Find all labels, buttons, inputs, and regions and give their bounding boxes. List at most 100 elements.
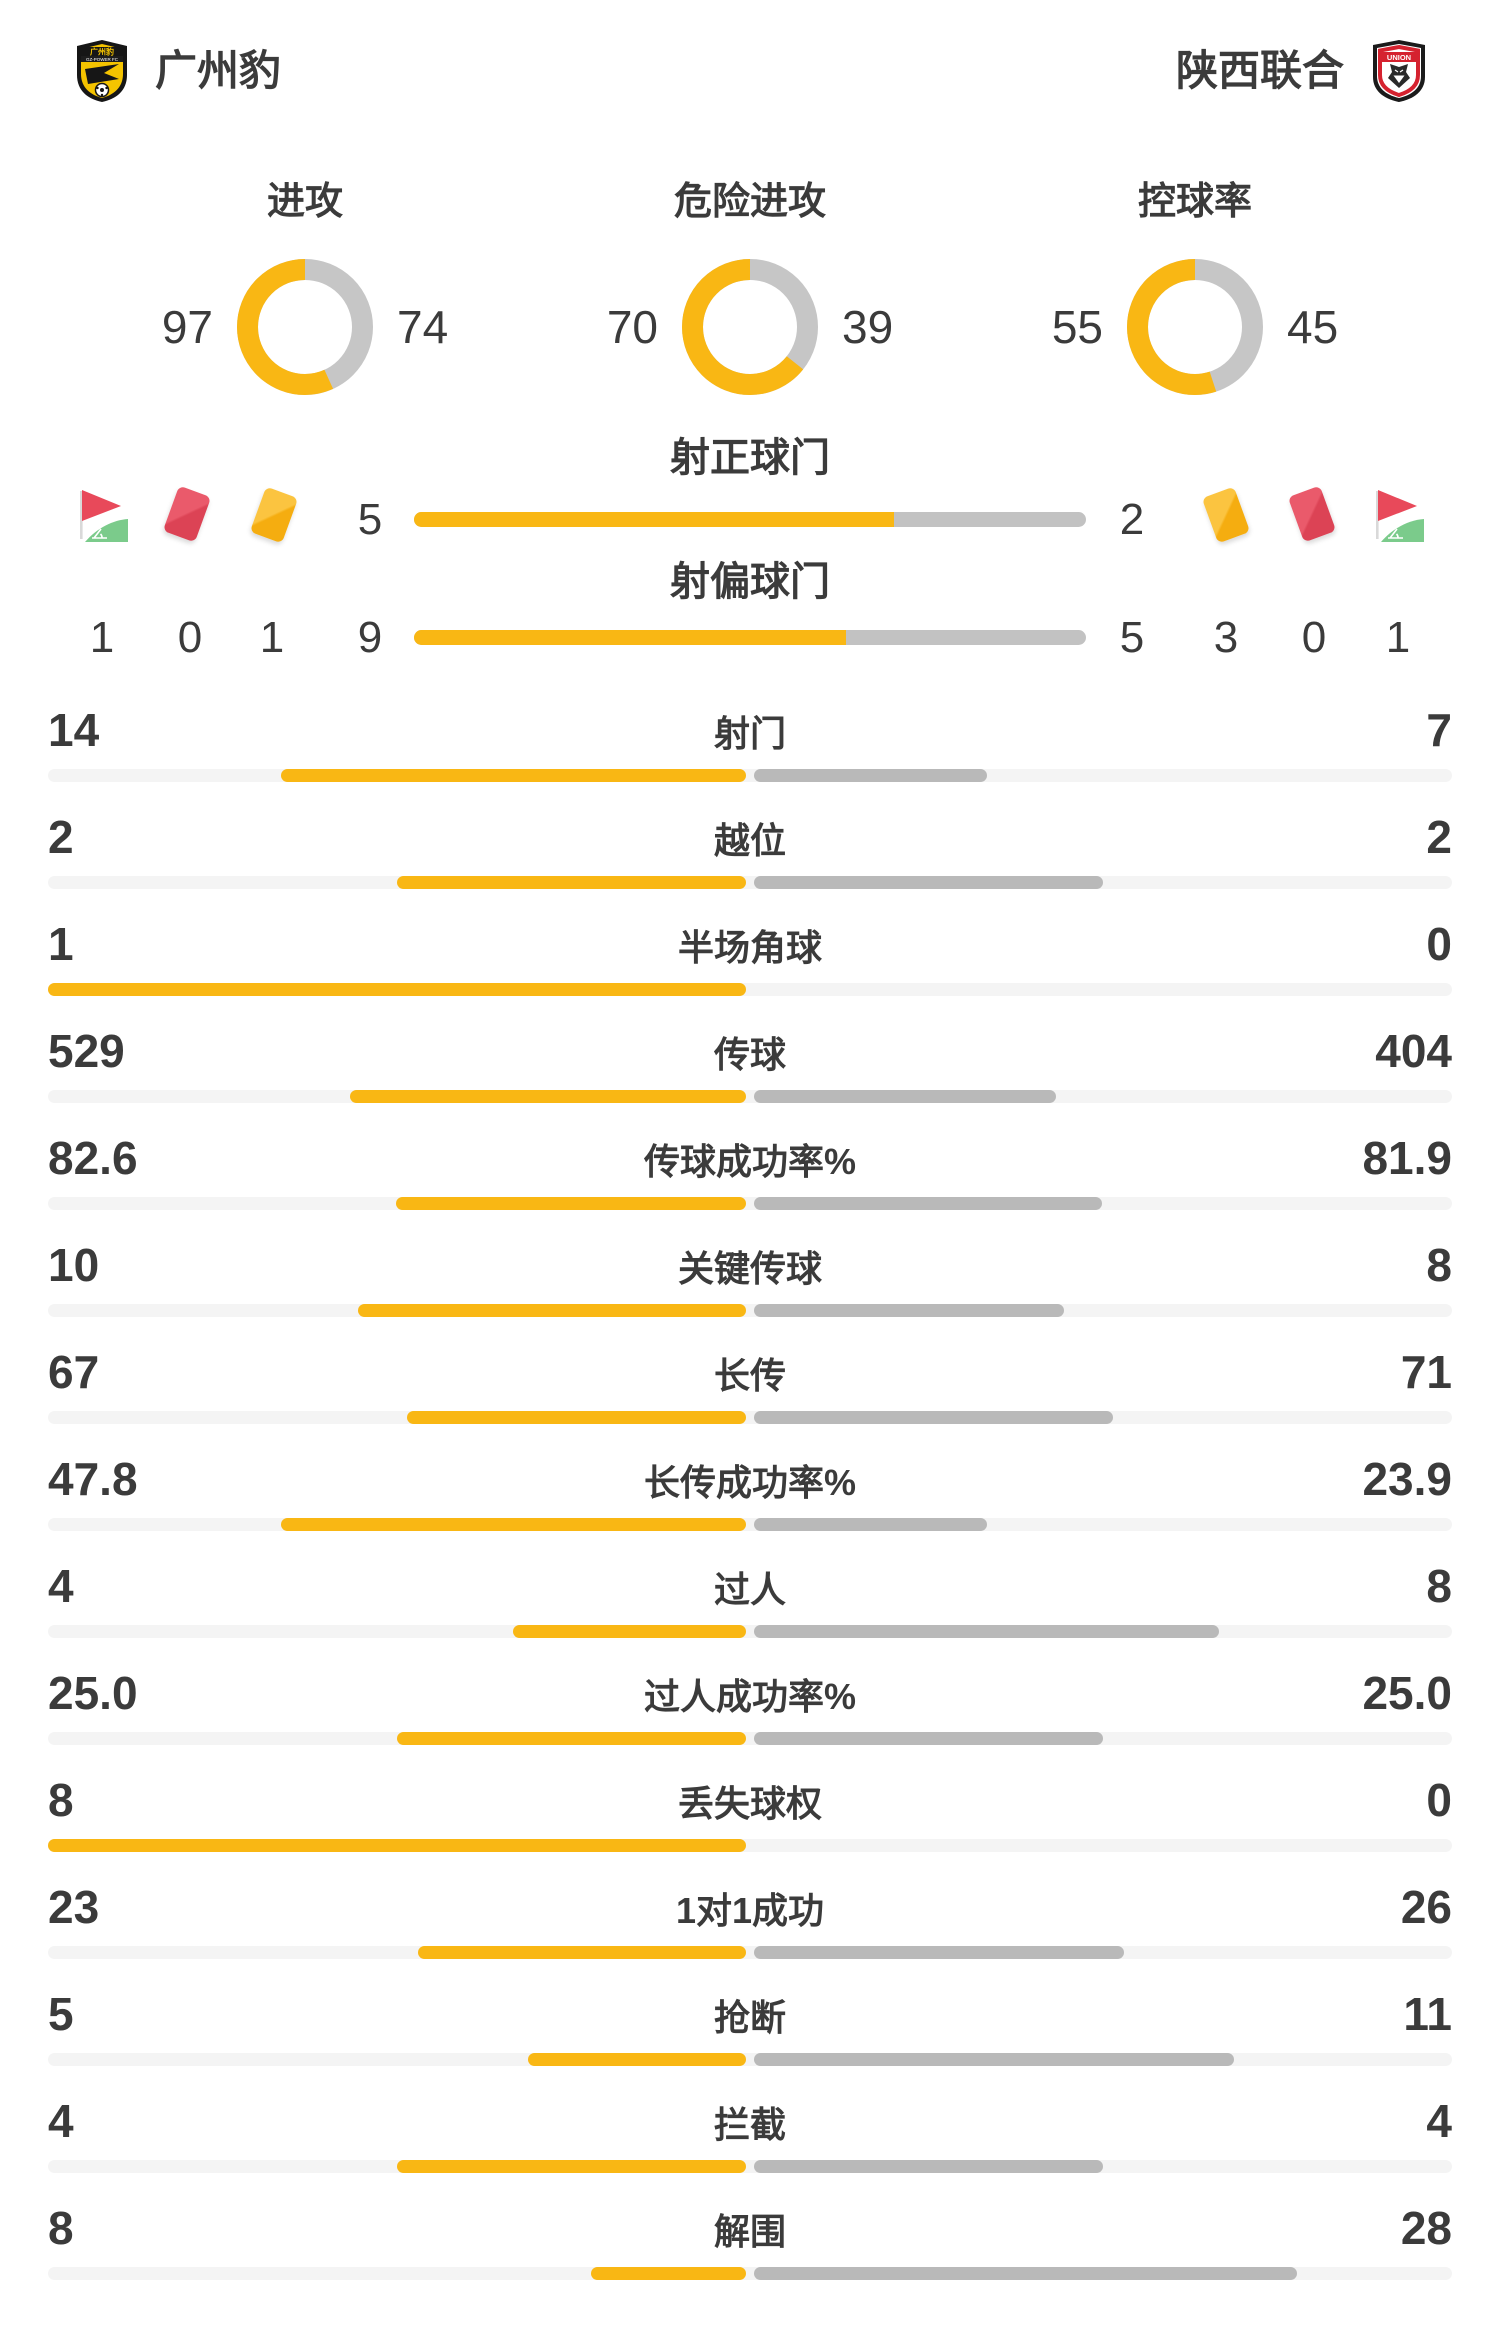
- stat-bar-away-segment: [754, 1304, 1065, 1317]
- stat-home-value: 82.6: [48, 1132, 138, 1184]
- stat-home-value: 5: [48, 1988, 74, 2040]
- stat-bar-home-segment: [358, 1304, 746, 1317]
- stat-bar-away-segment: [754, 1090, 1057, 1103]
- shots-off-target-bar-home-fill: [414, 630, 847, 645]
- stat-bar-away-segment: [754, 1625, 1220, 1638]
- stat-bar-away-segment: [754, 1411, 1114, 1424]
- stat-home-value: 8: [48, 2202, 74, 2254]
- donut-chart: [1127, 259, 1263, 395]
- donut-label: 控球率: [1137, 181, 1252, 223]
- shots-off-target-away-value: 5: [1119, 613, 1145, 662]
- stat-bar-track: [48, 769, 1452, 782]
- stat-row: 4 拦截 4: [0, 2088, 1500, 2195]
- stat-bar-track: [48, 1625, 1452, 1638]
- away-team-logo: UNION: [1373, 40, 1425, 102]
- stat-row: 8 丢失球权 0: [0, 1767, 1500, 1874]
- donut-away-value: 39: [842, 301, 894, 353]
- stat-bar-home-segment: [527, 2053, 746, 2066]
- stat-bar-home-segment: [513, 1625, 746, 1638]
- stat-home-value: 4: [48, 2095, 74, 2147]
- shots-on-target-away-value: 2: [1119, 495, 1145, 544]
- stat-bar-away-segment: [754, 2053, 1234, 2066]
- stat-away-value: 0: [1426, 918, 1452, 970]
- stat-bar-track: [48, 1090, 1452, 1103]
- donut-stat: 进攻 97 74: [85, 170, 525, 395]
- away-corner-count: 1: [1385, 613, 1411, 662]
- home-team-header[interactable]: 广州豹 GZ-POWER FC 广州豹: [75, 38, 281, 104]
- home-yellow-card-icon: [249, 486, 299, 544]
- stat-bar-away-segment: [754, 1197, 1102, 1210]
- stat-row: 5 抢断 11: [0, 1981, 1500, 2088]
- stat-bar-home-segment: [397, 2160, 746, 2173]
- stat-bar-track: [48, 1197, 1452, 1210]
- stat-home-value: 25.0: [48, 1667, 138, 1719]
- stat-away-value: 26: [1400, 1881, 1452, 1933]
- stat-label: 越位: [713, 820, 786, 861]
- stat-away-value: 25.0: [1362, 1667, 1452, 1719]
- away-yellow-card-icon: [1201, 486, 1251, 544]
- donut-away-value: 74: [397, 301, 449, 353]
- stat-row: 8 解围 28: [0, 2195, 1500, 2302]
- stat-row: 2 越位 2: [0, 804, 1500, 911]
- away-red-card-icon: [1287, 485, 1337, 543]
- donut-away-value: 45: [1287, 301, 1339, 353]
- stat-label: 拦截: [713, 2104, 786, 2145]
- stat-away-value: 404: [1375, 1025, 1452, 1077]
- shots-on-target-label: 射正球门: [670, 436, 830, 480]
- donut-home-value: 97: [161, 301, 213, 353]
- donut-label: 进攻: [266, 181, 343, 223]
- stat-label: 射门: [713, 713, 786, 754]
- stat-bar-track: [48, 983, 1452, 996]
- away-yellow-card-count: 3: [1213, 613, 1239, 662]
- stat-bar-home-segment: [350, 1090, 746, 1103]
- stat-bar-home-segment: [395, 1197, 746, 1210]
- stat-away-value: 8: [1426, 1239, 1452, 1291]
- donut-stat: 危险进攻 70 39: [530, 170, 970, 395]
- svg-text:广州豹: 广州豹: [90, 47, 114, 57]
- stat-away-value: 81.9: [1362, 1132, 1452, 1184]
- stat-home-value: 14: [48, 704, 100, 756]
- away-red-card-count: 0: [1301, 613, 1327, 662]
- stat-away-value: 28: [1400, 2202, 1452, 2254]
- stat-label: 丢失球权: [677, 1783, 822, 1824]
- stat-home-value: 2: [48, 811, 74, 863]
- donut-chart: [682, 259, 818, 395]
- donut-stat: 控球率 55 45: [975, 170, 1415, 395]
- stat-label: 1对1成功: [675, 1890, 825, 1931]
- shots-off-target-bar: [414, 630, 1086, 645]
- shots-on-target-bar: [414, 512, 1086, 527]
- away-team-header[interactable]: 陕西联合 UNION: [1176, 38, 1428, 104]
- stat-bar-track: [48, 2267, 1452, 2280]
- stat-bar-away-segment: [754, 769, 987, 782]
- donut-section: 进攻 97 74 危险进攻 70 39 控球率: [85, 170, 1415, 395]
- stat-bar-away-segment: [754, 2160, 1103, 2173]
- stat-away-value: 0: [1426, 1774, 1452, 1826]
- stat-bar-home-segment: [280, 1518, 746, 1531]
- stat-row: 1 半场角球 0: [0, 911, 1500, 1018]
- donut-home-value: 70: [606, 301, 658, 353]
- stat-label: 传球: [713, 1034, 786, 1075]
- home-corner-count: 1: [89, 613, 115, 662]
- stat-home-value: 4: [48, 1560, 74, 1612]
- stat-row: 23 1对1成功 26: [0, 1874, 1500, 1981]
- stat-bar-track: [48, 876, 1452, 889]
- stat-away-value: 8: [1426, 1560, 1452, 1612]
- stat-bar-track: [48, 1304, 1452, 1317]
- home-corner-flag-icon: [75, 488, 129, 549]
- home-red-card-icon: [162, 485, 212, 543]
- stat-row: 10 关键传球 8: [0, 1232, 1500, 1339]
- stat-bar-away-segment: [754, 876, 1103, 889]
- stat-bar-track: [48, 1839, 1452, 1852]
- home-team-name: 广州豹: [155, 47, 282, 94]
- away-corner-flag-icon: [1371, 488, 1425, 549]
- stat-row: 14 射门 7: [0, 697, 1500, 804]
- svg-text:GZ-POWER FC: GZ-POWER FC: [86, 57, 119, 62]
- stat-bar-track: [48, 1518, 1452, 1531]
- stat-bar-away-segment: [754, 1946, 1125, 1959]
- stat-home-value: 67: [48, 1346, 100, 1398]
- stat-away-value: 4: [1426, 2095, 1452, 2147]
- stat-home-value: 529: [48, 1025, 125, 1077]
- svg-text:UNION: UNION: [1387, 53, 1411, 62]
- shots-off-target-label: 射偏球门: [670, 560, 830, 604]
